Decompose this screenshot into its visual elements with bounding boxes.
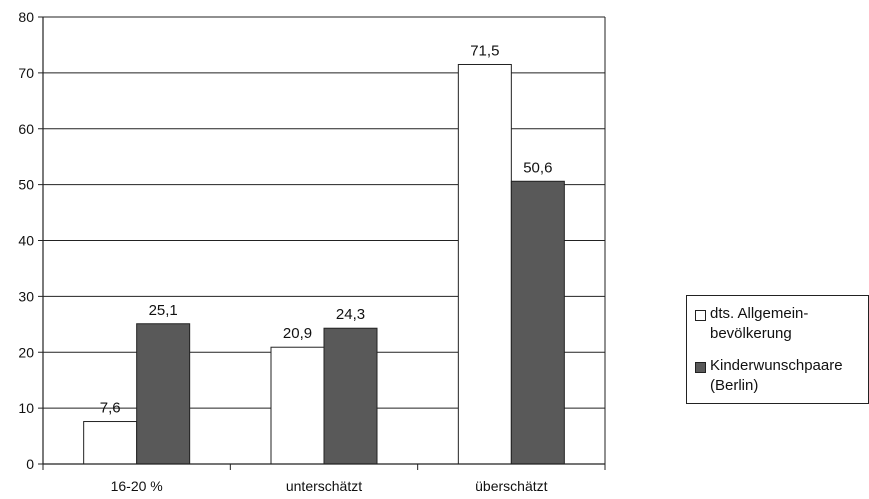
data-label: 7,6: [100, 400, 121, 417]
y-tick-label: 20: [18, 344, 34, 360]
y-tick-label: 60: [18, 121, 34, 137]
legend: dts. Allgemein- bevölkerung Kinderwunsch…: [686, 295, 869, 404]
legend-swatch-series-2: [695, 362, 706, 373]
data-label: 25,1: [149, 302, 178, 319]
y-tick-label: 70: [18, 65, 34, 81]
bar-series-2: [510, 180, 565, 465]
bar-series-1: [457, 63, 512, 465]
data-label: 50,6: [523, 159, 552, 176]
data-label: 71,5: [470, 42, 499, 59]
y-tick-label: 40: [18, 233, 34, 249]
data-labels: 7,6 25,1 20,9 24,3 71,5 50,6: [100, 42, 553, 416]
legend-item-series-1: dts. Allgemein- bevölkerung: [695, 304, 808, 344]
bar-series-1: [83, 421, 138, 465]
y-tick-label: 10: [18, 400, 34, 416]
y-tick-label: 50: [18, 177, 34, 193]
y-tick-label: 30: [18, 288, 34, 304]
y-tick-label: 0: [26, 456, 34, 472]
legend-label-series-1: dts. Allgemein- bevölkerung: [710, 305, 809, 342]
legend-label-series-2: Kinderwunschpaare (Berlin): [710, 357, 843, 394]
x-tick-label: 16-20 %: [111, 478, 163, 494]
data-label: 20,9: [283, 325, 312, 342]
bars: [83, 63, 565, 465]
legend-swatch-series-1: [695, 310, 706, 321]
x-tick-label: unterschätzt: [286, 478, 362, 494]
bar-series-2: [323, 327, 378, 465]
x-tick-label: überschätzt: [475, 478, 547, 494]
legend-item-series-2: Kinderwunschpaare (Berlin): [695, 356, 843, 396]
y-tick-label: 80: [18, 9, 34, 25]
bar-series-1: [270, 346, 325, 465]
axes: 0 10 20 30 40 50 60 70 80 16-20 % unterschätzt über…: [18, 9, 606, 494]
data-label: 24,3: [336, 306, 365, 323]
bar-series-2: [136, 323, 191, 465]
